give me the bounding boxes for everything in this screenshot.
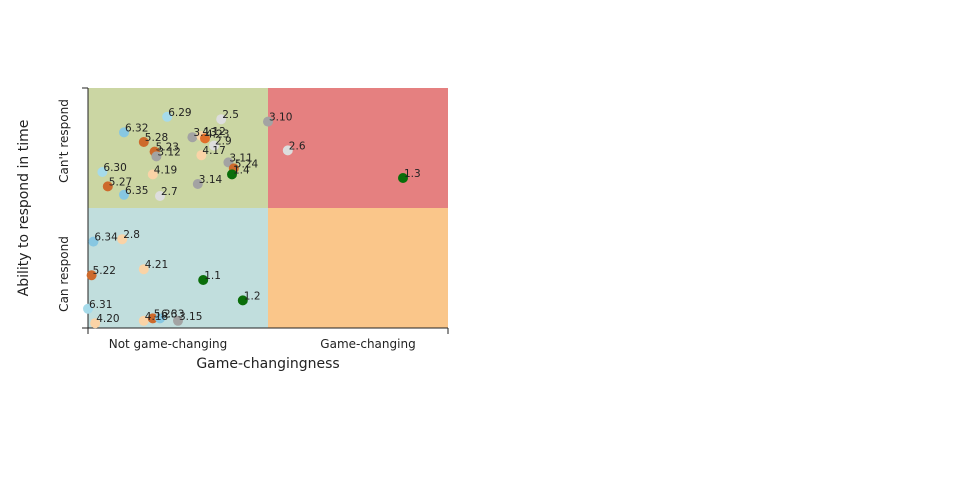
data-point-6-34 — [88, 236, 99, 247]
data-point-1-1 — [198, 275, 209, 285]
data-point-4-17 — [196, 150, 207, 161]
data-label-5-24: 5.24 — [235, 158, 259, 170]
data-label-6-31: 6.31 — [89, 299, 112, 311]
data-point-4-21 — [138, 264, 149, 275]
data-point-1-2 — [237, 295, 248, 306]
data-point-6-30 — [97, 167, 108, 177]
data-label-3-14: 3.14 — [199, 174, 223, 186]
data-label-3-11: 3.11 — [229, 152, 252, 164]
data-label-1-1: 1.1 — [204, 270, 221, 282]
data-label-6-34: 6.34 — [94, 232, 118, 244]
axes — [82, 87, 449, 334]
x-tick-label-game-changing: Game-changing — [320, 337, 415, 351]
data-label-2-9: 2.9 — [215, 136, 232, 148]
data-label-3-12: 3.12 — [157, 146, 180, 158]
data-label-4-12: 4.12 — [202, 126, 225, 138]
data-label-4-18: 4.18 — [145, 311, 168, 323]
data-label-6-35: 6.35 — [125, 185, 148, 197]
data-label-2-5: 2.5 — [222, 109, 239, 121]
data-point-4-23 — [200, 133, 210, 144]
data-label-3-15: 3.15 — [179, 311, 202, 323]
data-label-5-28: 5.28 — [145, 132, 168, 144]
data-point-4-20 — [90, 318, 101, 329]
data-point-2-8 — [117, 234, 128, 245]
data-point-2-5 — [216, 114, 227, 125]
data-label-4-19: 4.19 — [154, 164, 177, 176]
data-point-1-4 — [227, 169, 237, 180]
data-point-3-12 — [151, 151, 162, 162]
data-label-2-8: 2.8 — [123, 229, 140, 241]
data-point-3-15 — [173, 315, 183, 326]
data-label-5-23: 5.23 — [156, 142, 179, 154]
data-point-2-7 — [155, 191, 165, 201]
data-point-6-32 — [119, 127, 129, 138]
data-point-3-10 — [263, 116, 273, 127]
quadrant-backgrounds — [88, 88, 448, 328]
data-point-4-19 — [147, 169, 158, 180]
data-point-5-22 — [86, 270, 97, 281]
data-point-6-33 — [155, 313, 165, 324]
quadrant-3 — [268, 208, 448, 328]
data-label-4-23: 4.23 — [206, 128, 229, 140]
data-label-1-3: 1.3 — [404, 168, 421, 180]
data-label-6-32: 6.32 — [125, 122, 148, 134]
y-tick-label-cant-respond: Can't respond — [57, 99, 71, 183]
y-tick-label-can-respond: Can respond — [57, 236, 71, 312]
data-label-5-27: 5.27 — [109, 176, 132, 188]
data-points: 6.29 2.5 3.10 6.32 3.134.124.23 5.285.233.12 2… — [83, 107, 421, 329]
data-point-5-26 — [147, 313, 158, 324]
data-label-5-22: 5.22 — [93, 265, 116, 277]
x-tick-label-not-game-changing: Not game-changing — [109, 337, 228, 351]
quadrant-2 — [88, 208, 268, 328]
data-label-1-4: 1.4 — [233, 164, 250, 176]
data-point-2-9 — [209, 140, 219, 151]
data-point-5-27 — [102, 181, 113, 192]
data-label-3-13: 3.13 — [193, 127, 216, 139]
quadrant-0 — [88, 88, 268, 208]
data-point-6-35 — [119, 189, 129, 200]
y-axis-title: Ability to respond in time — [16, 120, 32, 297]
data-point-1-3 — [398, 173, 408, 183]
quadrant-1 — [268, 88, 448, 208]
data-label-5-26: 5.26 — [154, 308, 178, 320]
data-label-2-6: 2.6 — [289, 140, 306, 152]
data-label-6-29: 6.29 — [168, 107, 191, 119]
data-point-4-18 — [138, 315, 149, 326]
data-label-4-17: 4.17 — [202, 145, 225, 157]
data-point-3-14 — [192, 179, 203, 189]
data-label-2-7: 2.7 — [161, 186, 178, 198]
data-label-6-30: 6.30 — [103, 162, 126, 174]
data-point-2-6 — [282, 145, 293, 156]
data-label-4-20: 4.20 — [96, 313, 119, 325]
data-label-4-21: 4.21 — [145, 259, 168, 271]
data-label-6-33: 6.33 — [161, 308, 184, 320]
data-label-1-2: 1.2 — [244, 290, 261, 302]
data-point-6-29 — [162, 111, 173, 122]
data-point-5-28 — [138, 137, 149, 147]
data-point-3-13 — [187, 132, 198, 143]
data-label-3-10: 3.10 — [269, 112, 292, 124]
data-point-6-31 — [83, 303, 93, 314]
x-axis-title: Game-changingness — [196, 356, 339, 372]
